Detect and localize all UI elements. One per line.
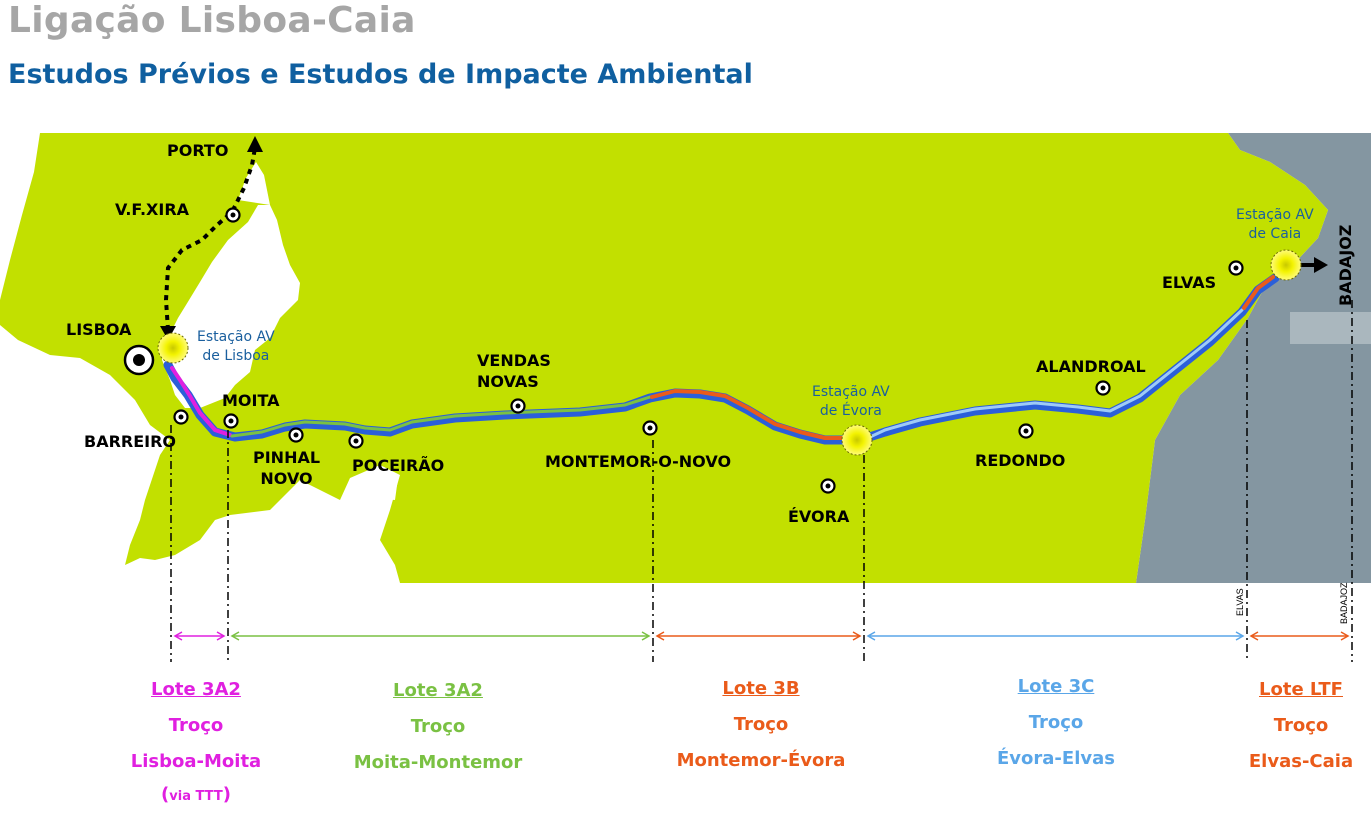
- lot-section: Évora-Elvas: [997, 748, 1115, 769]
- lot-troco: Troço: [1028, 712, 1084, 733]
- place-vendas-novas-line2: NOVAS: [477, 372, 539, 391]
- lot-via: (via TTT): [96, 780, 296, 812]
- lot-via-open: (: [161, 784, 170, 805]
- place-pinhal-novo-line2: NOVO: [260, 469, 313, 488]
- place-pinhal-novo-line1: PINHAL: [253, 448, 321, 467]
- span-evora-elvas: [866, 631, 1245, 641]
- station-caia-label: Estação AV de Caia: [1236, 206, 1314, 244]
- lisboa-capital-icon: [123, 344, 155, 376]
- tejo-estuary: [162, 205, 300, 408]
- place-porto: PORTO: [167, 141, 229, 160]
- lot-name: Lote LTF: [1259, 679, 1343, 700]
- lot-name: Lote 3A2: [151, 679, 241, 700]
- station-lisboa-line2: de Lisboa: [202, 348, 270, 364]
- lot-section: Moita-Montemor: [353, 752, 523, 773]
- lot-name: Lote 3C: [1017, 676, 1095, 697]
- lot-moita-montemor: Lote 3A2 Troço Moita-Montemor: [328, 673, 548, 781]
- place-pinhal-novo: PINHAL NOVO: [253, 447, 320, 489]
- station-evora-icon: [841, 424, 873, 456]
- land-region: [0, 133, 1328, 583]
- station-lisboa-line1: Estação AV: [197, 329, 275, 345]
- span-moita-montemor: [230, 631, 651, 641]
- station-lisboa-label: Estação AV de Lisboa: [197, 328, 275, 366]
- place-moita: MOITA: [222, 391, 280, 410]
- spain-region: [1136, 133, 1371, 583]
- lisboa-arrow-icon: [160, 326, 176, 340]
- sado-estuary: [360, 472, 398, 500]
- place-alandroal: ALANDROAL: [1036, 357, 1146, 376]
- place-barreiro: BARREIRO: [84, 432, 177, 451]
- place-montemor: MONTEMOR-O-NOVO: [545, 452, 732, 471]
- place-vendas-novas-line1: VENDAS: [477, 351, 551, 370]
- lot-name: Lote 3B: [722, 678, 800, 699]
- place-vfxira: V.F.XIRA: [115, 200, 190, 219]
- station-caia-line2: de Caia: [1248, 226, 1302, 242]
- page-subtitle: Estudos Prévios e Estudos de Impacte Amb…: [8, 59, 753, 90]
- lot-troco: Troço: [733, 714, 789, 735]
- lot-section: Lisboa-Moita: [130, 751, 262, 772]
- badajoz-arrow-icon: [1314, 257, 1328, 273]
- lot-montemor-evora: Lote 3B Troço Montemor-Évora: [651, 671, 871, 779]
- place-redondo: REDONDO: [975, 451, 1066, 470]
- lot-via-close: ): [222, 784, 231, 805]
- lot-name: Lote 3A2: [393, 680, 483, 701]
- lot-section: Elvas-Caia: [1248, 751, 1354, 772]
- station-evora-label: Estação AV de Évora: [812, 383, 890, 421]
- spain-band: [1290, 312, 1371, 344]
- span-elvas-caia: [1249, 631, 1350, 641]
- station-evora-line1: Estação AV: [812, 384, 890, 400]
- place-evora: ÉVORA: [788, 507, 850, 526]
- axis-label-badajoz: BADAJOZ: [1339, 582, 1349, 624]
- place-poceirao: POCEIRÃO: [352, 456, 445, 475]
- lot-troco: Troço: [168, 715, 224, 736]
- span-lisboa-moita: [173, 631, 226, 641]
- lot-troco: Troço: [410, 716, 466, 737]
- lot-troco: Troço: [1273, 715, 1329, 736]
- route-map: ELVAS BADAJOZ BADAJOZ PORTO V.F.XIRA LIS…: [0, 130, 1371, 813]
- lot-section: Montemor-Évora: [676, 750, 846, 771]
- axis-label-elvas: ELVAS: [1235, 588, 1245, 616]
- place-badajoz: BADAJOZ: [1336, 225, 1355, 306]
- span-montemor-evora: [655, 631, 862, 641]
- lot-via-text: via TTT: [169, 789, 223, 804]
- place-vendas-novas: VENDAS NOVAS: [477, 350, 551, 392]
- lot-lisboa-moita: Lote 3A2 Troço Lisboa-Moita (via TTT): [96, 672, 296, 812]
- place-lisboa: LISBOA: [66, 320, 132, 339]
- station-lisboa-icon: [157, 332, 189, 364]
- station-evora-line2: de Évora: [819, 403, 882, 419]
- page-title: Ligação Lisboa-Caia: [8, 0, 416, 41]
- lot-elvas-caia: Lote LTF Troço Elvas-Caia: [1226, 672, 1371, 780]
- station-caia-icon: [1270, 249, 1302, 281]
- station-caia-line1: Estação AV: [1236, 207, 1314, 223]
- place-elvas: ELVAS: [1162, 273, 1217, 292]
- lot-evora-elvas: Lote 3C Troço Évora-Elvas: [956, 669, 1156, 777]
- porto-arrow-icon: [247, 136, 263, 152]
